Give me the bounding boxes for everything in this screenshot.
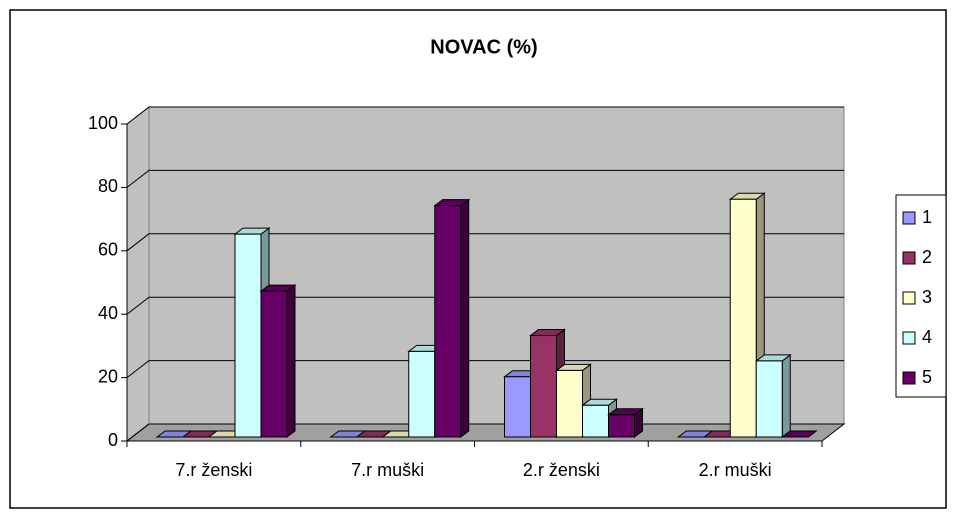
bar — [755, 360, 783, 438]
y-tick-label: 20 — [98, 366, 118, 386]
legend-label: 5 — [922, 367, 932, 387]
bar-side — [286, 284, 296, 438]
x-tick-label: 2.r ženski — [523, 460, 600, 480]
legend-swatch — [902, 331, 916, 345]
bar — [729, 198, 757, 438]
bar — [530, 335, 557, 438]
bar — [504, 376, 531, 438]
bar — [582, 404, 609, 438]
x-tick-label: 2.r muški — [699, 460, 772, 480]
legend-label: 2 — [922, 247, 932, 267]
y-tick-label: 60 — [98, 240, 118, 260]
legend-swatch — [902, 291, 916, 305]
grid-line — [126, 233, 844, 252]
legend-label: 4 — [922, 327, 932, 347]
bar — [434, 205, 462, 438]
x-tick-label: 7.r ženski — [175, 460, 252, 480]
legend-swatch — [902, 371, 916, 385]
legend-swatch — [902, 251, 916, 265]
y-tick-label: 40 — [98, 303, 118, 323]
bar — [556, 369, 583, 438]
legend-label: 1 — [922, 207, 932, 227]
grid-line — [126, 296, 844, 315]
y-tick-label: 0 — [108, 430, 118, 450]
bar — [234, 233, 262, 438]
legend-swatch — [902, 211, 916, 225]
legend-label: 3 — [922, 287, 932, 307]
bar — [260, 290, 288, 438]
chart-title: NOVAC (%) — [430, 36, 537, 58]
bar — [608, 414, 635, 438]
y-tick-label: 100 — [88, 113, 118, 133]
bar — [408, 350, 436, 438]
grid-line — [126, 360, 844, 378]
grid-line — [126, 106, 844, 125]
y-tick-label: 80 — [98, 176, 118, 196]
bar-side — [460, 198, 470, 438]
x-tick-label: 7.r muški — [351, 460, 424, 480]
bar-side — [781, 353, 791, 438]
side-wall — [126, 105, 150, 443]
grid-line — [126, 169, 844, 188]
bar-top — [780, 430, 818, 438]
